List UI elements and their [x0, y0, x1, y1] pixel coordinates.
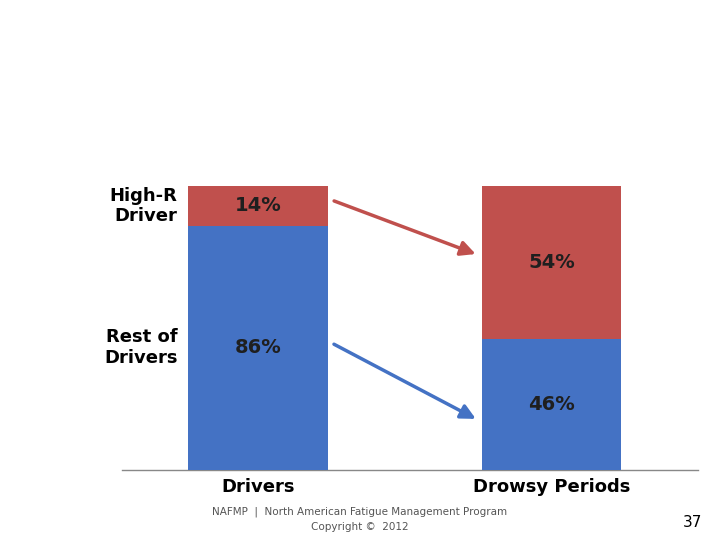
Text: 14%: 14% [235, 197, 282, 215]
Text: Individual Differences in Susceptibility: Individual Differences in Susceptibility [32, 28, 639, 56]
Text: 54%: 54% [528, 253, 575, 272]
Text: NAFMP  |  North American Fatigue Management Program
Copyright ©  2012: NAFMP | North American Fatigue Managemen… [212, 507, 508, 532]
Bar [189, 226, 328, 470]
Bar [482, 186, 621, 339]
Text: 86%: 86% [235, 338, 282, 357]
Text: U.S./Canada Driver Fatigue & Alertness Study: U.S./Canada Driver Fatigue & Alertness S… [32, 71, 508, 91]
Bar [189, 186, 328, 226]
Text: 37: 37 [683, 515, 702, 530]
Text: High-R
Driver: High-R Driver [109, 186, 177, 225]
Text: Rest of
Drivers: Rest of Drivers [104, 328, 177, 367]
Text: 46%: 46% [528, 395, 575, 414]
Bar [482, 339, 621, 470]
